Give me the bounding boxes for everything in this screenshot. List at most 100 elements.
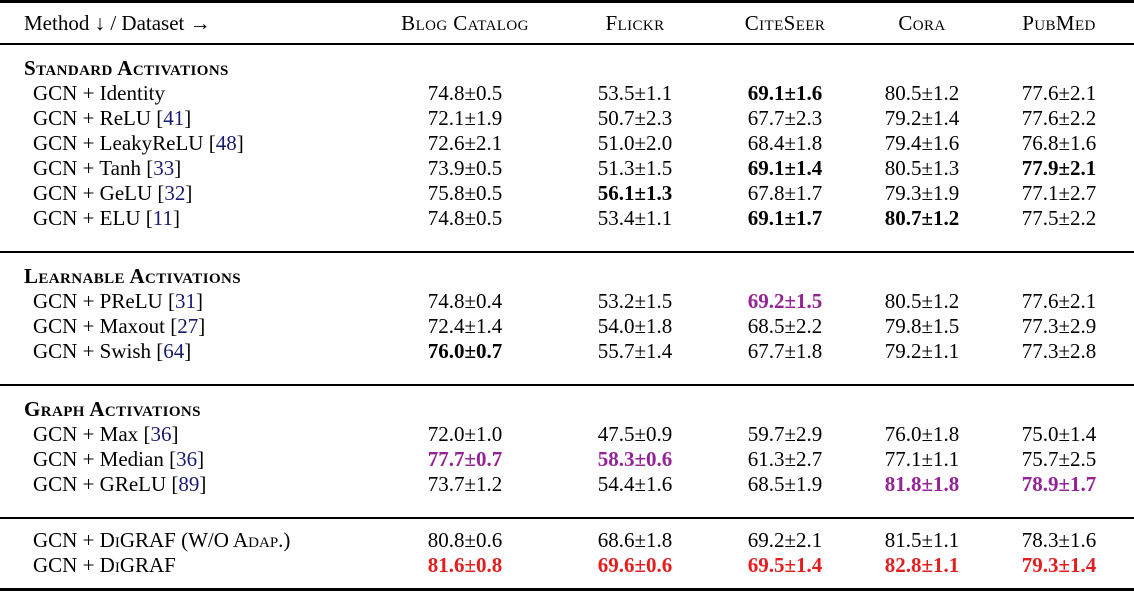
value-cell: 68.4±1.8 xyxy=(747,131,823,155)
cite-bracket-open: [ xyxy=(140,206,153,230)
citation-link[interactable]: 41 xyxy=(163,106,185,130)
value-cell: 72.0±1.0 xyxy=(427,422,503,446)
method-name: GCN + PReLU xyxy=(33,289,163,313)
value-cell: 80.8±0.6 xyxy=(427,528,503,552)
method-name: GCN + ELU xyxy=(33,206,141,230)
section-0: Standard Activations GCN + Identity 74.8±0… xyxy=(0,44,1134,252)
value-cell: 79.4±1.6 xyxy=(884,131,960,155)
method-name: GCN + Swish xyxy=(33,339,152,363)
method-dataset-header: Method ↓ / Dataset → xyxy=(0,1,370,45)
cite-bracket-open: [ xyxy=(163,447,177,471)
value-cell: 50.7±2.3 xyxy=(597,106,673,130)
value-cell: 74.8±0.4 xyxy=(427,289,503,313)
value-cell: 53.4±1.1 xyxy=(597,206,673,230)
citation-link[interactable]: 36 xyxy=(150,422,172,446)
table-header: Method ↓ / Dataset → Blog Catalog Flickr C… xyxy=(0,1,1134,45)
citation-link[interactable]: 27 xyxy=(177,314,199,338)
citation-link[interactable]: 48 xyxy=(215,131,237,155)
method-cell: GCN + Swish [64] xyxy=(0,339,370,385)
value-cell: 80.5±1.3 xyxy=(884,156,960,180)
value-cell: 53.5±1.1 xyxy=(597,81,673,105)
value-cell: 51.3±1.5 xyxy=(597,156,673,180)
table-row: GCN + GeLU [32] 75.8±0.5 56.1±1.3 67.8±1.7 7… xyxy=(0,181,1134,206)
value-cell: 76.0±0.7 xyxy=(427,339,503,363)
value-cell: 80.5±1.2 xyxy=(884,289,960,313)
value-cell: 73.9±0.5 xyxy=(427,156,503,180)
value-cell: 69.2±1.5 xyxy=(747,289,823,313)
section-header-row: Learnable Activations xyxy=(0,252,1134,289)
method-name: GCN + Max xyxy=(33,422,139,446)
method-cell: GCN + Median [36] xyxy=(0,447,370,472)
table-row: GCN + Identity 74.8±0.5 53.5±1.1 69.1±1.6 80… xyxy=(0,81,1134,106)
table-row: GCN + Median [36] 77.7±0.7 58.3±0.6 61.3±2.… xyxy=(0,447,1134,472)
section-1: Learnable Activations GCN + PReLU [31] 74.… xyxy=(0,252,1134,385)
method-cell: GCN + Maxout [27] xyxy=(0,314,370,339)
value-cell: 67.7±1.8 xyxy=(747,339,823,363)
citation-link[interactable]: 33 xyxy=(153,156,175,180)
value-cell: 69.1±1.6 xyxy=(747,81,823,105)
value-cell: 81.8±1.8 xyxy=(884,472,960,496)
table-row: GCN + Maxout [27] 72.4±1.4 54.0±1.8 68.5±2.… xyxy=(0,314,1134,339)
value-cell: 68.5±2.2 xyxy=(747,314,823,338)
method-cell: GCN + PReLU [31] xyxy=(0,289,370,314)
method-cell: GCN + LeakyReLU [48] xyxy=(0,131,370,156)
value-cell: 80.7±1.2 xyxy=(884,206,960,230)
value-cell: 75.0±1.4 xyxy=(1021,422,1097,446)
cite-bracket-close: ] xyxy=(173,206,180,230)
value-cell: 67.7±2.3 xyxy=(747,106,823,130)
citation-link[interactable]: 31 xyxy=(174,289,196,313)
cite-bracket-close: ] xyxy=(195,289,203,313)
table-row: GCN + DiGRAF 81.6±0.8 69.6±0.6 69.5±1.4 82.8… xyxy=(0,553,1134,590)
value-cell: 61.3±2.7 xyxy=(747,447,823,471)
value-cell: 77.7±0.7 xyxy=(427,447,503,471)
value-cell: 74.8±0.5 xyxy=(427,206,503,230)
method-cell: GCN + Tanh [33] xyxy=(0,156,370,181)
section-header-row: Standard Activations xyxy=(0,44,1134,81)
value-cell: 72.4±1.4 xyxy=(427,314,503,338)
method-cell: GCN + DiGRAF xyxy=(0,553,370,590)
value-cell: 81.6±0.8 xyxy=(427,553,503,577)
citation-link[interactable]: 89 xyxy=(178,472,200,496)
cite-bracket-close: ] xyxy=(184,339,192,363)
cite-bracket-close: ] xyxy=(184,106,192,130)
value-cell: 75.8±0.5 xyxy=(427,181,503,205)
value-cell: 79.8±1.5 xyxy=(884,314,960,338)
value-cell: 72.6±2.1 xyxy=(427,131,503,155)
value-cell: 79.3±1.9 xyxy=(884,181,960,205)
value-cell: 55.7±1.4 xyxy=(597,339,673,363)
dataset-header-0: Blog Catalog xyxy=(370,1,560,45)
value-cell: 79.2±1.1 xyxy=(884,339,960,363)
value-cell: 79.3±1.4 xyxy=(1021,553,1097,577)
cite-bracket-open: [ xyxy=(162,289,175,313)
value-cell: 69.2±2.1 xyxy=(747,528,823,552)
value-cell: 69.1±1.4 xyxy=(747,156,823,180)
cite-bracket-open: [ xyxy=(151,106,164,130)
table-row: GCN + GReLU [89] 73.7±1.2 54.4±1.6 68.5±1.9… xyxy=(0,472,1134,518)
citation-link[interactable]: 32 xyxy=(164,181,186,205)
table-row: GCN + LeakyReLU [48] 72.6±2.1 51.0±2.0 68.4… xyxy=(0,131,1134,156)
value-cell: 77.1±1.1 xyxy=(884,447,960,471)
method-cell: GCN + ELU [11] xyxy=(0,206,370,252)
value-cell: 77.6±2.2 xyxy=(1021,106,1097,130)
cite-bracket-open: [ xyxy=(138,422,151,446)
method-name: GCN + Tanh xyxy=(33,156,141,180)
citation-link[interactable]: 11 xyxy=(152,206,173,230)
citation-link[interactable]: 64 xyxy=(163,339,185,363)
dataset-header-4: PubMed xyxy=(984,1,1134,45)
value-cell: 78.9±1.7 xyxy=(1021,472,1097,496)
value-cell: 56.1±1.3 xyxy=(597,181,673,205)
value-cell: 69.1±1.7 xyxy=(747,206,823,230)
dataset-header-2: CiteSeer xyxy=(710,1,860,45)
value-cell: 77.1±2.7 xyxy=(1021,181,1097,205)
value-cell: 77.3±2.8 xyxy=(1021,339,1097,363)
value-cell: 77.6±2.1 xyxy=(1021,81,1097,105)
method-cell: GCN + Max [36] xyxy=(0,422,370,447)
cite-bracket-open: [ xyxy=(151,339,164,363)
method-cell: GCN + GeLU [32] xyxy=(0,181,370,206)
cite-bracket-close: ] xyxy=(174,156,182,180)
citation-link[interactable]: 36 xyxy=(176,447,198,471)
value-cell: 78.3±1.6 xyxy=(1021,528,1097,552)
section-title: Learnable Activations xyxy=(24,264,241,288)
value-cell: 80.5±1.2 xyxy=(884,81,960,105)
